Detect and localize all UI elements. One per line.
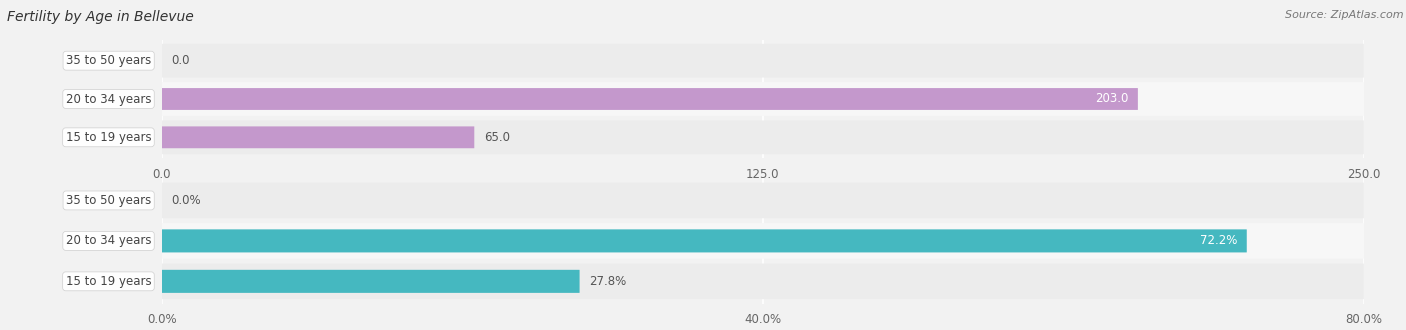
FancyBboxPatch shape [162,229,1247,252]
FancyBboxPatch shape [162,182,1364,218]
Text: Source: ZipAtlas.com: Source: ZipAtlas.com [1285,10,1403,20]
Text: 65.0: 65.0 [484,131,510,144]
FancyBboxPatch shape [162,82,1364,116]
Text: 0.0: 0.0 [172,54,190,67]
FancyBboxPatch shape [162,264,1364,299]
Text: Fertility by Age in Bellevue: Fertility by Age in Bellevue [7,10,194,24]
FancyBboxPatch shape [162,223,1364,259]
FancyBboxPatch shape [162,126,474,148]
FancyBboxPatch shape [162,120,1364,154]
Text: 27.8%: 27.8% [589,275,626,288]
FancyBboxPatch shape [162,270,579,293]
Text: 203.0: 203.0 [1095,92,1128,106]
FancyBboxPatch shape [162,88,1137,110]
Text: 0.0%: 0.0% [172,194,201,207]
Text: 72.2%: 72.2% [1199,234,1237,248]
FancyBboxPatch shape [162,44,1364,78]
